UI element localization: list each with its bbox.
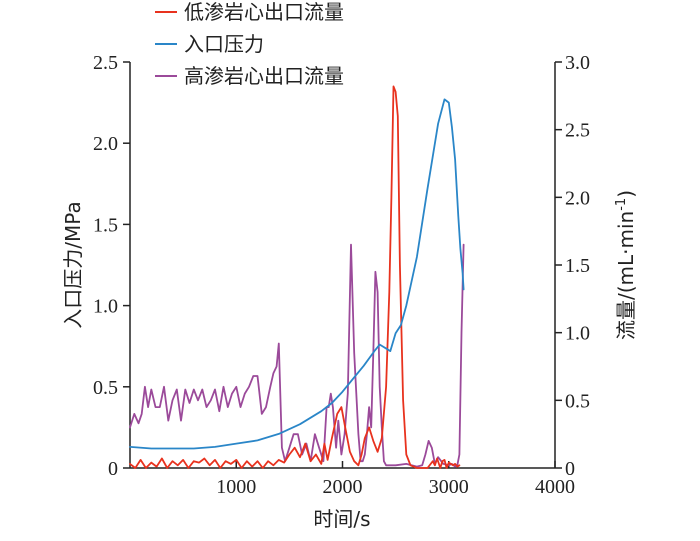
right-y-tick-label: 3.0 [565,52,590,74]
series-line-2 [129,243,465,468]
right-y-axis-title-main: 流量/(mL·min [614,211,638,340]
left-y-tick-label: 0.5 [93,377,118,399]
left-y-tick-label: 1.5 [93,214,118,236]
right-y-tick-label: 2.5 [565,120,590,142]
x-axis-title: 时间/s [313,507,370,531]
series-line-1 [129,98,465,450]
legend-label: 入口压力 [184,32,264,56]
x-tick-label: 1000 [216,476,256,498]
x-tick-label: 4000 [535,476,575,498]
plot-area [129,62,556,469]
series-line-0 [129,85,461,469]
left-y-axis-title: 入口压力/MPa [61,201,85,328]
legend-label: 高渗岩心出口流量 [184,64,344,88]
left-y-tick-label: 0 [108,458,118,480]
left-y-tick-label: 1.0 [93,296,118,318]
right-y-tick-label: 0.5 [565,390,590,412]
right-y-tick-label: 1.5 [565,255,590,277]
left-y-tick-label: 2.0 [93,133,118,155]
right-y-tick-label: 1.0 [565,323,590,345]
right-y-tick-label: 2.0 [565,187,590,209]
right-y-axis-title-sup: -1 [614,198,629,211]
left-y-tick-label: 2.5 [93,52,118,74]
axis-ticks: 0 0.5 1.0 1.5 2.0 2.5 0 0.5 1.0 1.5 2.0 2.5 3.0 1000 2… [93,52,590,498]
right-y-axis-title-close: ) [614,190,638,198]
right-y-axis-title: 流量/(mL·min-1) [614,190,638,340]
x-tick-label: 2000 [323,476,363,498]
legend-label: 低渗岩心出口流量 [184,0,344,24]
x-tick-label: 3000 [429,476,469,498]
series-lines [129,85,465,469]
right-y-tick-label: 0 [565,458,575,480]
